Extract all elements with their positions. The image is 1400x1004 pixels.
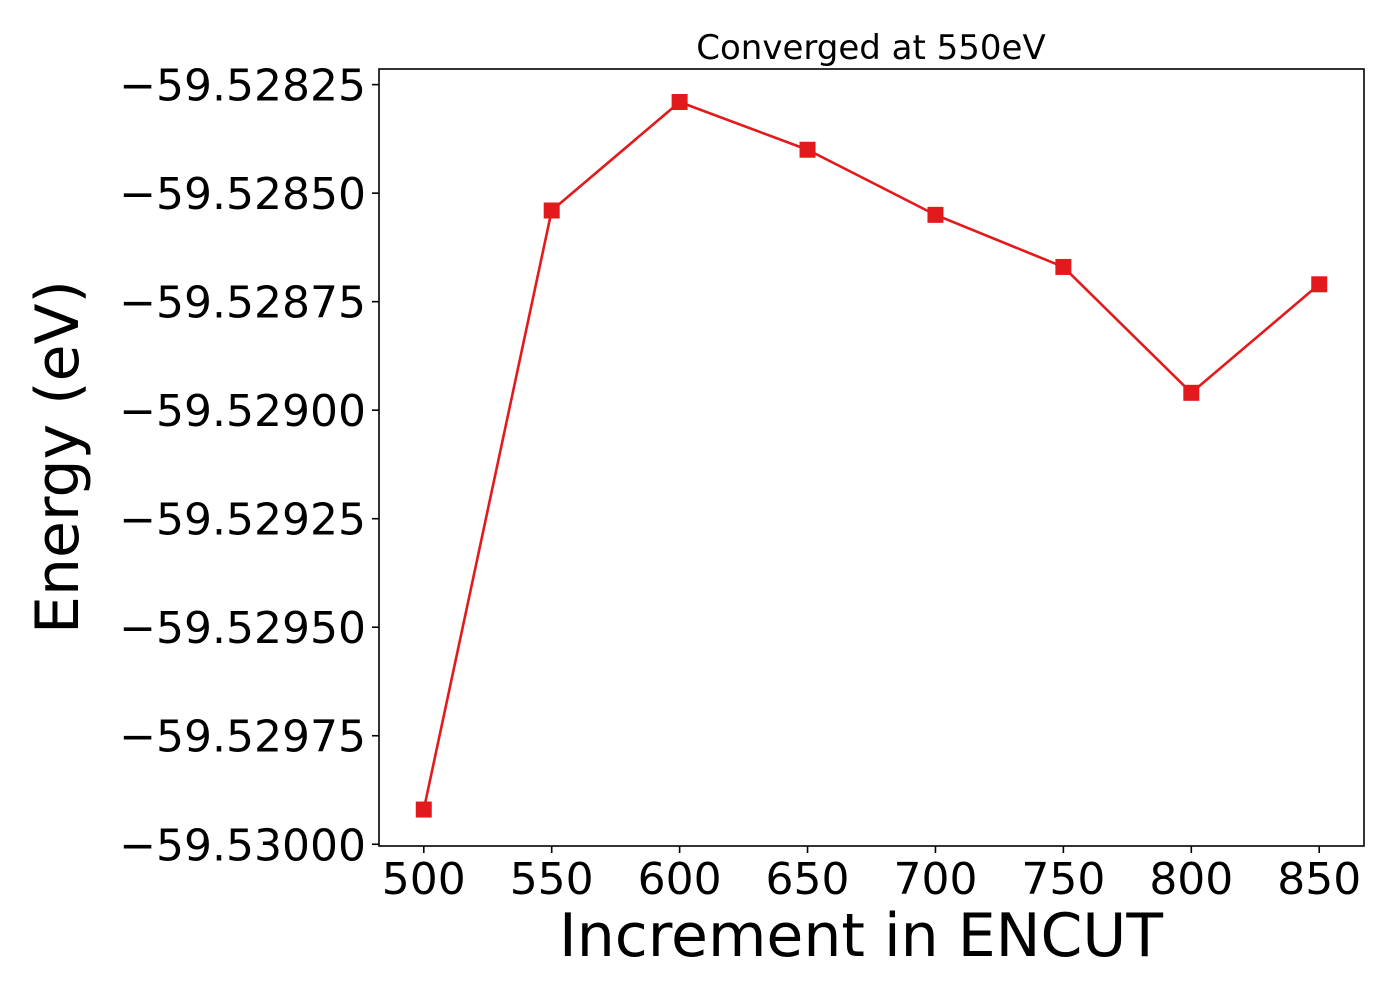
x-tick-label: 550 xyxy=(510,854,594,905)
y-tick-label: −59.52850 xyxy=(119,169,366,220)
axes-layer: 500 550 600 650 700 750 800 850 −59.52825 −59.528… xyxy=(119,61,1361,905)
data-point-marker xyxy=(415,801,432,818)
y-tick-label: −59.53000 xyxy=(119,820,366,871)
data-point-marker xyxy=(927,206,944,223)
x-axis-label: Increment in ENCUT xyxy=(559,901,1163,971)
data-point-marker xyxy=(1311,276,1328,293)
y-axis-label: Energy (eV) xyxy=(23,280,93,634)
y-tick-label: −59.52900 xyxy=(119,386,366,437)
x-tick-label: 500 xyxy=(382,854,466,905)
y-tick-label: −59.52975 xyxy=(119,712,366,763)
data-layer xyxy=(415,93,1328,818)
chart-title: Converged at 550eV xyxy=(696,28,1045,68)
x-tick-label: 650 xyxy=(766,854,850,905)
data-point-marker xyxy=(1183,384,1200,401)
y-tick-label: −59.52875 xyxy=(119,278,366,329)
x-tick-label: 750 xyxy=(1021,854,1105,905)
y-tick-label: −59.52825 xyxy=(119,61,366,112)
data-point-marker xyxy=(543,202,560,219)
x-tick-label: 850 xyxy=(1277,854,1361,905)
x-tick-label: 700 xyxy=(893,854,977,905)
y-tick-label: −59.52950 xyxy=(119,603,366,654)
plot-area-frame xyxy=(378,68,1365,847)
x-tick-label: 600 xyxy=(638,854,722,905)
data-point-marker xyxy=(799,141,816,158)
data-point-marker xyxy=(1055,258,1072,275)
data-point-marker xyxy=(671,93,688,110)
series-line xyxy=(422,100,1321,810)
x-tick-label: 800 xyxy=(1149,854,1233,905)
y-tick-label: −59.52925 xyxy=(119,495,366,546)
